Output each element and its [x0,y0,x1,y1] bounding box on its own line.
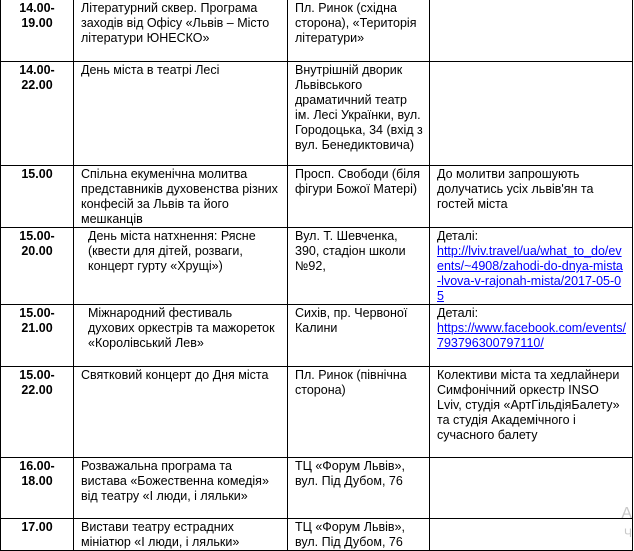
time-cell: 15.00- 20.00 [0,227,74,305]
note-cell [429,457,633,519]
note-cell: До молитви запрошують долучатись усіх ль… [429,165,633,228]
note-cell: Деталі: https://www.facebook.com/events/7… [429,304,633,367]
place-cell: Сихів, пр. Червоної Калини [287,304,430,367]
details-link[interactable]: http://lviv.travel/ua/what_to_do/events/… [437,244,623,303]
note-text: До молитви запрошують долучатись усіх ль… [437,167,594,211]
table-row: 14.00- 22.00 День міста в театрі Лесі Внут… [0,61,633,166]
event-cell: День міста натхнення: Рясне (квести для … [73,227,288,305]
time-cell: 14.00- 22.00 [0,61,74,166]
place-cell: Вул. Т. Шевченка, 390, стадіон школи №92… [287,227,430,305]
place-cell: Пл. Ринок (північна сторона) [287,366,430,458]
table-row: 15.00- 22.00 Святковий концерт до Дня міс… [0,366,633,458]
note-text: Колективи міста та хедлайнери Симфонічни… [437,368,620,442]
note-text: Деталі: [437,306,479,320]
place-cell: Пл. Ринок (східна сторона), «Територія л… [287,0,430,62]
table-row: 15.00- 20.00 День міста натхнення: Рясне … [0,227,633,305]
note-cell [429,0,633,62]
table-row: 15.00 Спільна екуменічна молитва представ… [0,165,633,228]
place-cell: Внутрішній дворик Львівського драматични… [287,61,430,166]
table-row: 14.00- 19.00 Літературний сквер. Програма… [0,0,633,62]
watermark-text: Ч [624,526,632,540]
time-cell: 16.00- 18.00 [0,457,74,519]
event-cell: Святковий концерт до Дня міста [73,366,288,458]
event-cell: День міста в театрі Лесі [73,61,288,166]
time-cell: 15.00- 21.00 [0,304,74,367]
place-cell: Просп. Свободи (біля фігури Божої Матері… [287,165,430,228]
details-link[interactable]: https://www.facebook.com/events/79379630… [437,321,626,350]
note-text: Деталі: [437,229,479,243]
time-cell: 15.00- 22.00 [0,366,74,458]
event-cell: Міжнародний фестиваль духових оркестрів … [73,304,288,367]
table-row: 16.00- 18.00 Розважальна програма та вист… [0,457,633,519]
event-cell: Спільна екуменічна молитва представників… [73,165,288,228]
note-cell [429,61,633,166]
note-cell: Деталі: http://lviv.travel/ua/what_to_do/… [429,227,633,305]
time-cell: 15.00 [0,165,74,228]
place-cell: ТЦ «Форум Львів», вул. Під Дубом, 76 [287,457,430,519]
event-cell: Розважальна програма та вистава «Божеств… [73,457,288,519]
event-cell: Літературний сквер. Програма заходів від… [73,0,288,62]
time-cell: 14.00- 19.00 [0,0,74,62]
watermark-text: А [621,505,632,522]
note-cell: Колективи міста та хедлайнери Симфонічни… [429,366,633,458]
table-row: 15.00- 21.00 Міжнародний фестиваль духови… [0,304,633,367]
